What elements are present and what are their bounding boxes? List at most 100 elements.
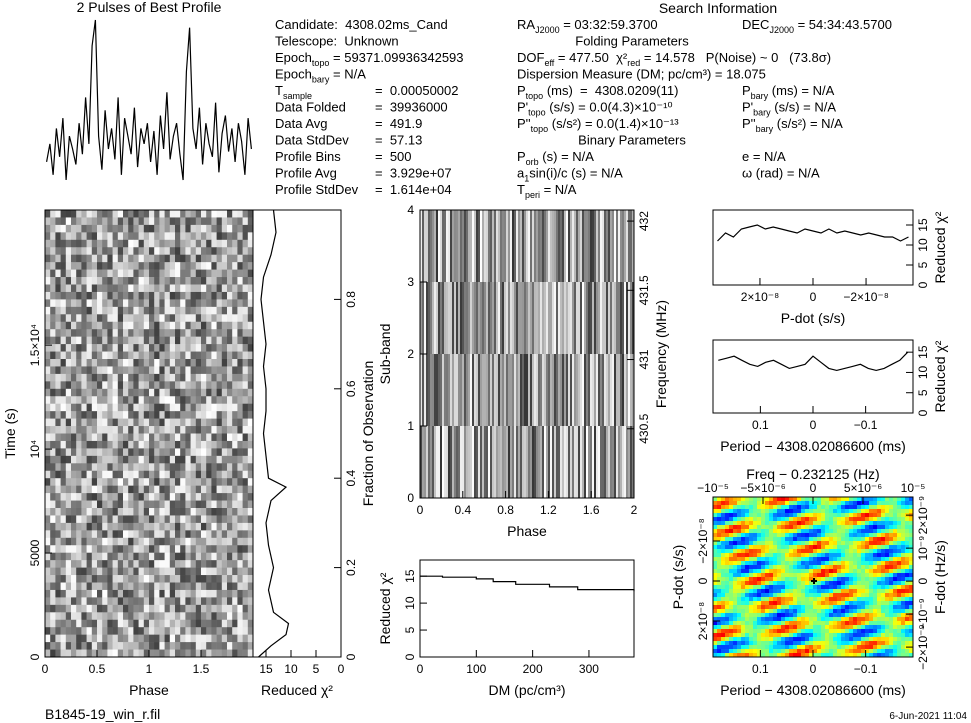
- image-cell: [801, 521, 806, 526]
- image-cell: [857, 605, 862, 610]
- image-cell: [117, 478, 124, 486]
- image-cell: [444, 354, 447, 426]
- image-cell: [169, 649, 176, 658]
- image-cell: [211, 366, 217, 375]
- image-cell: [117, 545, 124, 553]
- image-cell: [180, 381, 186, 390]
- image-cell: [185, 508, 191, 516]
- image-cell: [91, 306, 98, 315]
- image-cell: [91, 418, 98, 427]
- image-cell: [837, 513, 842, 518]
- image-cell: [753, 497, 758, 502]
- text-part: = 14.578 P(Noise) ~ 0 (73.8σ): [640, 50, 831, 65]
- image-cell: [801, 617, 806, 622]
- image-cell: [221, 277, 228, 285]
- image-cell: [717, 577, 722, 582]
- image-cell: [538, 210, 541, 282]
- image-cell: [889, 545, 894, 550]
- image-cell: [201, 217, 207, 226]
- image-cell: [717, 505, 722, 510]
- image-cell: [117, 291, 124, 300]
- image-cell: [765, 641, 770, 646]
- image-cell: [777, 597, 782, 602]
- image-cell: [143, 426, 150, 434]
- image-cell: [797, 569, 802, 574]
- image-cell: [717, 545, 722, 550]
- image-cell: [841, 577, 846, 582]
- image-cell: [452, 210, 455, 282]
- image-cell: [45, 485, 51, 494]
- image-cell: [175, 508, 181, 516]
- image-cell: [805, 517, 810, 522]
- image-cell: [893, 593, 898, 598]
- image-cell: [801, 549, 806, 554]
- image-cell: [123, 224, 129, 233]
- image-cell: [242, 291, 249, 300]
- image-cell: [606, 282, 609, 354]
- image-cell: [65, 604, 72, 613]
- image-cell: [785, 557, 790, 562]
- image-cell: [729, 653, 734, 658]
- text-part: DOF: [517, 50, 545, 65]
- image-cell: [725, 589, 730, 594]
- image-cell: [128, 522, 134, 531]
- image-cell: [190, 619, 197, 628]
- image-cell: [729, 649, 734, 654]
- image-cell: [206, 210, 212, 218]
- image-cell: [849, 517, 854, 522]
- image-cell: [107, 269, 113, 278]
- image-cell: [600, 426, 603, 498]
- info-label: Data StdDev: [275, 133, 349, 148]
- image-cell: [616, 282, 619, 354]
- image-cell: [112, 239, 119, 248]
- image-cell: [873, 509, 878, 514]
- image-cell: [50, 567, 56, 576]
- image-cell: [833, 609, 838, 614]
- image-cell: [169, 388, 176, 397]
- image-cell: [91, 217, 98, 226]
- image-cell: [829, 625, 834, 630]
- image-cell: [777, 541, 782, 546]
- image-cell: [201, 448, 207, 457]
- image-cell: [749, 593, 754, 598]
- image-cell: [428, 426, 431, 498]
- image-cell: [432, 426, 435, 498]
- image-cell: [757, 593, 762, 598]
- info-value: = 57.13: [375, 133, 422, 148]
- image-cell: [869, 653, 874, 658]
- image-cell: [753, 569, 758, 574]
- image-cell: [86, 247, 93, 255]
- image-cell: [749, 541, 754, 546]
- info-entry: e = N/A: [742, 149, 786, 164]
- image-cell: [169, 247, 176, 255]
- image-cell: [123, 485, 129, 494]
- image-cell: [765, 565, 770, 570]
- image-cell: [909, 533, 914, 538]
- image-cell: [216, 582, 223, 591]
- image-cell: [430, 426, 433, 498]
- image-cell: [164, 291, 171, 300]
- image-cell: [833, 581, 838, 586]
- image-cell: [159, 210, 165, 218]
- image-cell: [436, 210, 439, 282]
- image-cell: [753, 577, 758, 582]
- image-cell: [454, 210, 457, 282]
- image-cell: [81, 463, 87, 472]
- image-cell: [833, 601, 838, 606]
- image-cell: [478, 426, 481, 498]
- text-part: RA: [517, 17, 535, 32]
- image-cell: [608, 210, 611, 282]
- info-value: = 500: [375, 149, 412, 164]
- image-cell: [71, 485, 77, 494]
- image-cell: [781, 545, 786, 550]
- image-cell: [71, 478, 77, 486]
- image-cell: [201, 388, 207, 397]
- image-cell: [138, 366, 145, 375]
- image-cell: [424, 354, 427, 426]
- image-cell: [873, 597, 878, 602]
- image-cell: [721, 601, 726, 606]
- info-entry: P''topo (s/s²) = 0.0(1.4)×10⁻¹³: [517, 116, 679, 134]
- image-cell: [112, 329, 119, 337]
- image-cell: [216, 463, 223, 472]
- image-cell: [761, 649, 766, 654]
